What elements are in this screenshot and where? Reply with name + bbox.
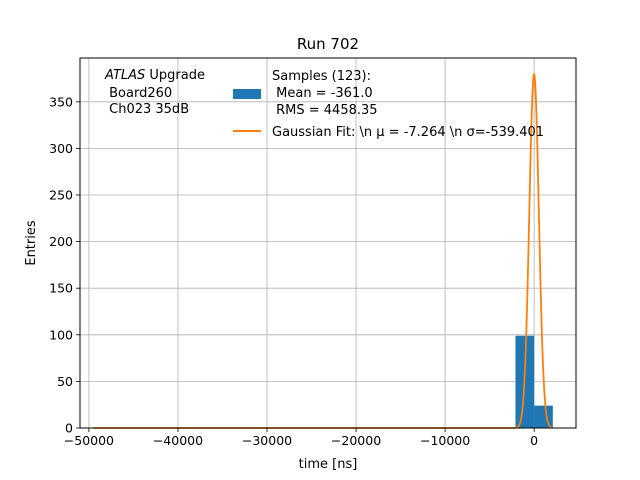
legend-histogram-line-1: Samples (123):	[272, 69, 371, 84]
annotation-upgrade: Upgrade	[145, 68, 205, 83]
y-tick-label: 200	[49, 234, 73, 249]
y-tick-label: 150	[49, 281, 73, 296]
x-tick-label: −20000	[331, 433, 381, 448]
x-axis-ticks: −50000 −40000 −30000 −20000 −10000 0	[64, 428, 538, 448]
y-tick-label: 0	[65, 421, 73, 436]
x-tick-label: −10000	[420, 433, 470, 448]
y-tick-label: 300	[49, 141, 73, 156]
annotation-atlas-italic: ATLAS	[104, 68, 145, 83]
x-tick-label: −40000	[153, 433, 203, 448]
x-tick-label: −30000	[242, 433, 292, 448]
legend: Samples (123): Mean = -361.0 RMS = 4458.…	[233, 69, 544, 140]
histogram-bar	[534, 405, 553, 428]
annotation-line-3: Ch023 35dB	[105, 102, 189, 117]
chart-title: Run 702	[297, 35, 359, 53]
legend-histogram-line-2: Mean = -361.0	[272, 86, 373, 101]
legend-histogram-line-3: RMS = 4458.35	[272, 103, 378, 118]
y-axis-ticks: 0 50 100 150 200 250 300 350	[49, 94, 80, 436]
y-axis-label: Entries	[24, 220, 39, 266]
x-tick-label: 0	[530, 433, 538, 448]
y-tick-label: 50	[57, 374, 73, 389]
legend-histogram-swatch	[233, 89, 261, 99]
atlas-annotation: ATLAS Upgrade Board260 Ch023 35dB	[104, 68, 205, 117]
legend-fit-label: Gaussian Fit: \n μ = -7.264 \n σ=-539.40…	[272, 125, 544, 140]
annotation-line-2: Board260	[105, 86, 172, 101]
grid	[80, 58, 576, 429]
x-tick-label: −50000	[64, 433, 114, 448]
annotation-line-1: ATLAS Upgrade	[104, 68, 205, 83]
plot-frame	[79, 57, 577, 429]
y-tick-label: 100	[49, 327, 73, 342]
y-tick-label: 250	[49, 188, 73, 203]
x-axis-label: time [ns]	[299, 457, 358, 472]
y-tick-label: 350	[49, 94, 73, 109]
